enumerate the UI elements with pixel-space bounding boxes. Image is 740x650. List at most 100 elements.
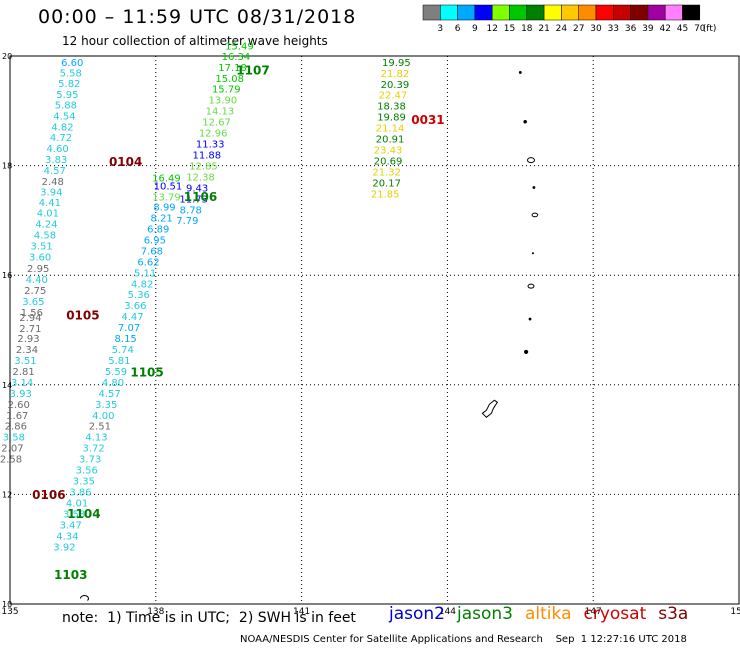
swh-value: 6.95 — [144, 235, 166, 246]
swh-value: 2.93 — [17, 334, 39, 345]
swh-value: 2.86 — [5, 422, 27, 433]
swh-value: 8.21 — [150, 213, 172, 224]
swh-value: 11.33 — [196, 140, 225, 151]
legend-tick: 36 — [625, 24, 637, 34]
swh-value: 12.85 — [189, 161, 218, 172]
swh-value: 5.82 — [58, 79, 80, 90]
swh-value: 4.57 — [98, 389, 120, 400]
footer-note: note: 1) Time is in UTC; 2) SWH is in fe… — [62, 610, 356, 626]
swh-value: 3.73 — [79, 455, 101, 466]
y-tick-label: 14 — [2, 381, 12, 390]
swh-value: 14.13 — [206, 107, 235, 118]
swh-value: 4.40 — [26, 275, 48, 286]
swh-value: 12.96 — [199, 129, 228, 140]
swh-value: 15.79 — [212, 85, 241, 96]
swh-value: 2.34 — [16, 345, 38, 356]
pass-id-label: 1104 — [67, 507, 100, 521]
swh-value: 4.13 — [85, 433, 107, 444]
swh-value: 4.80 — [102, 378, 124, 389]
swh-value: 2.60 — [8, 400, 30, 411]
legend-tick: 45 — [677, 24, 688, 34]
pass-id-label: 0104 — [109, 155, 142, 169]
y-tick-label: 20 — [2, 52, 12, 61]
swh-value: 6.62 — [137, 257, 159, 268]
swh-value: 10.51 — [154, 182, 183, 193]
swh-value: 2.51 — [89, 422, 111, 433]
swh-value: 3.83 — [45, 155, 67, 166]
legend-tick: 33 — [608, 24, 619, 34]
chart-title: 00:00 – 11:59 UTC 08/31/2018 — [38, 6, 357, 28]
swh-value: 7.68 — [141, 246, 163, 257]
swh-value: 4.54 — [53, 112, 75, 123]
swh-value: 22.47 — [379, 91, 408, 102]
satellite-cryosat: cryosat — [583, 604, 647, 624]
swh-value: 7.79 — [176, 216, 198, 227]
pass-id-label: 0031 — [411, 113, 444, 127]
swh-value: 11.73 — [179, 194, 208, 205]
swh-value: 12.38 — [186, 172, 215, 183]
swh-value: 8.15 — [115, 334, 137, 345]
x-tick-label: 138 — [147, 607, 164, 617]
swh-value: 18.38 — [377, 102, 406, 113]
swh-value: 19.95 — [382, 58, 411, 69]
island-outline — [481, 399, 499, 418]
swh-value: 15.49 — [225, 41, 254, 52]
swh-value: 4.57 — [44, 166, 66, 177]
legend-swatch — [682, 4, 701, 21]
island-outline — [526, 157, 535, 164]
swh-value: 3.47 — [60, 520, 82, 531]
swh-value: 3.58 — [63, 509, 85, 520]
swh-value: 4.01 — [37, 209, 59, 220]
swh-value: 4.34 — [56, 531, 78, 542]
legend-tick: 3 — [437, 24, 443, 34]
swh-value: 15.08 — [215, 74, 244, 85]
swh-value: 3.56 — [76, 466, 98, 477]
swh-value: 4.00 — [92, 411, 114, 422]
legend-tick: 6 — [455, 24, 461, 34]
swh-value: 5.59 — [105, 367, 127, 378]
satellite-jason3: jason3 — [457, 604, 513, 624]
swh-value: 2.95 — [27, 264, 49, 275]
swh-value: 3.14 — [11, 378, 33, 389]
swh-value: 21.14 — [376, 124, 405, 135]
swh-value: 6.60 — [61, 58, 83, 69]
swh-value: 3.86 — [69, 487, 91, 498]
pass-id-label: 1105 — [130, 366, 163, 380]
swh-value: 3.58 — [3, 433, 25, 444]
swh-value: 21.82 — [381, 69, 410, 80]
swh-value: 16.49 — [152, 173, 181, 184]
y-tick-label: 12 — [2, 490, 12, 499]
satellite-jason2: jason2 — [389, 604, 445, 624]
legend-unit: (ft) — [703, 24, 717, 34]
swh-value: 20.39 — [381, 80, 410, 91]
swh-value: 16.34 — [222, 52, 251, 63]
island-outline — [527, 283, 535, 289]
island-outline — [524, 349, 529, 355]
swh-value: 2.48 — [42, 177, 64, 188]
swh-value: 7.07 — [118, 323, 140, 334]
swh-value: 5.58 — [60, 68, 82, 79]
swh-value: 3.51 — [30, 241, 52, 252]
swh-value: 5.74 — [112, 345, 134, 356]
legend-tick: 70 — [694, 24, 706, 34]
plot-frame — [9, 55, 740, 605]
x-tick-label: 141 — [293, 607, 310, 617]
swh-value: 4.60 — [46, 144, 68, 155]
legend-tick: 30 — [590, 24, 602, 34]
swh-value: 19.89 — [377, 113, 406, 124]
y-tick-label: 10 — [2, 600, 12, 609]
swh-value: 3.94 — [40, 188, 62, 199]
legend-tick: 9 — [472, 24, 478, 34]
swh-value: 4.82 — [131, 279, 153, 290]
legend-tick: 24 — [556, 24, 568, 34]
swh-value: 20.91 — [376, 135, 405, 146]
satellite-key: jason2 jason3 altika cryosat s3a — [389, 604, 700, 624]
y-tick-label: 16 — [2, 271, 12, 280]
swh-value: 4.47 — [121, 312, 143, 323]
swh-value: 2.07 — [1, 444, 23, 455]
swh-value: 3.92 — [53, 542, 75, 553]
island-outline — [532, 186, 536, 189]
swh-value: 20.17 — [372, 178, 401, 189]
pass-id-label: 0105 — [66, 309, 99, 323]
island-outline — [531, 252, 534, 255]
